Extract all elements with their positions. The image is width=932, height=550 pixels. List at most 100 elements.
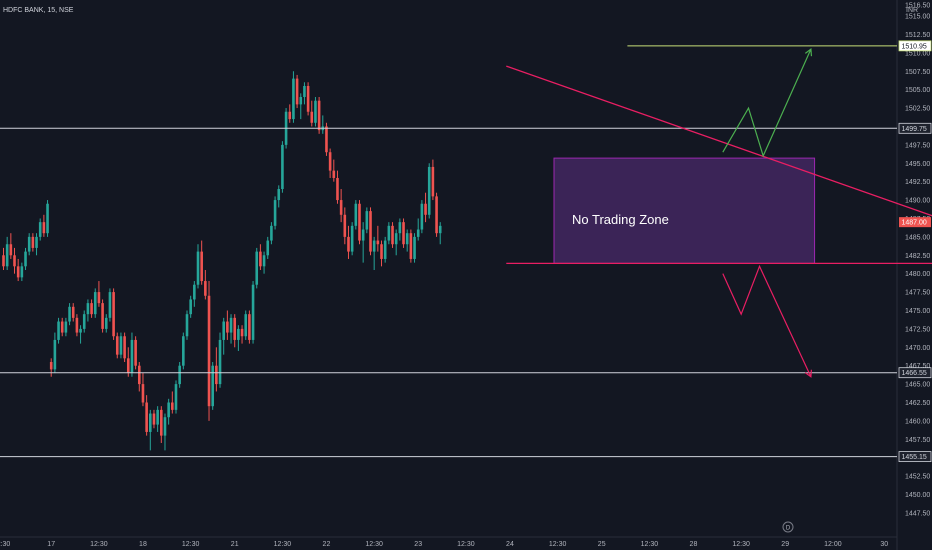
no-trading-zone-label: No Trading Zone: [572, 212, 669, 227]
candle-body: [273, 200, 277, 226]
candle-body: [358, 203, 361, 241]
y-tick-label: 1457.50: [905, 437, 930, 444]
candle-body: [200, 251, 203, 282]
x-tick-label: 12:30: [732, 541, 750, 548]
candle-body: [266, 240, 270, 256]
candle-body: [240, 328, 244, 337]
y-tick-label: 1462.50: [905, 400, 930, 407]
y-tick-label: 1515.00: [905, 14, 930, 21]
x-tick-label: 2:30: [0, 541, 10, 548]
y-tick-label: 1460.00: [905, 418, 930, 425]
candle-body: [64, 321, 68, 333]
candle-body: [424, 203, 427, 215]
x-tick-label: 28: [690, 541, 698, 548]
price-line-tag: [898, 40, 932, 52]
candle-body: [97, 292, 101, 304]
candle-body: [336, 177, 339, 201]
x-tick-label: 23: [414, 541, 422, 548]
candle-body: [126, 358, 130, 374]
y-tick-label: 1505.00: [905, 87, 930, 94]
candle-body: [5, 244, 9, 267]
price-line-tag-label: 1510.95: [902, 43, 927, 50]
y-tick-label: 1465.00: [905, 382, 930, 389]
candle-body: [42, 222, 46, 234]
x-tick-label: 18: [139, 541, 147, 548]
y-tick-label: 1507.50: [905, 69, 930, 76]
candle-body: [171, 402, 174, 410]
candle-body: [145, 402, 148, 432]
horizontal-price-lines[interactable]: [0, 45, 897, 458]
drawings[interactable]: [506, 48, 932, 378]
y-tick-label: 1502.50: [905, 106, 930, 113]
candle-body: [361, 229, 365, 241]
x-tick-label: 12:30: [182, 541, 200, 548]
candle-body: [93, 292, 97, 315]
candle-body: [57, 321, 60, 340]
candle-body: [130, 339, 134, 374]
x-tick-label: 17: [47, 541, 55, 548]
candle-body: [398, 222, 402, 234]
price-line-tag: [898, 367, 932, 379]
candle-body: [46, 203, 49, 234]
candle-body: [167, 402, 170, 418]
candle-body: [60, 321, 64, 333]
price-axis[interactable]: 1447.501450.001452.501455.001457.501460.…: [898, 3, 932, 518]
candle-body: [185, 314, 189, 337]
candle-body: [380, 244, 383, 259]
candle-body: [149, 413, 152, 432]
candle-body: [438, 225, 442, 234]
candle-body: [226, 321, 229, 333]
y-tick-label: 1492.50: [905, 179, 930, 186]
x-tick-label: 12:30: [641, 541, 659, 548]
bullish-arrow-head: [804, 48, 813, 57]
candle-body: [196, 251, 200, 285]
candle-body: [387, 225, 391, 241]
tv-logo-icon[interactable]: D: [782, 521, 794, 533]
candle-body: [134, 339, 137, 366]
candle-body: [383, 240, 387, 259]
triangle-upper-line[interactable]: [506, 65, 932, 263]
candle-body: [391, 225, 394, 245]
candle-body: [420, 203, 424, 230]
candle-body: [413, 236, 416, 259]
candle-body: [292, 78, 295, 120]
bullish-arrow[interactable]: [722, 48, 812, 158]
bearish-arrow-head: [804, 369, 812, 378]
candle-body: [108, 292, 112, 318]
candle-body: [270, 225, 273, 241]
bearish-arrow[interactable]: [722, 264, 812, 377]
x-tick-label: 12:30: [90, 541, 108, 548]
candle-body: [160, 409, 163, 436]
y-tick-label: 1480.00: [905, 271, 930, 278]
price-line-tag: [898, 122, 932, 134]
candle-body: [2, 255, 5, 267]
candle-body: [9, 244, 13, 256]
candle-body: [244, 314, 248, 337]
candle-body: [163, 417, 167, 436]
x-tick-label: 21: [231, 541, 239, 548]
tv-logo-glyph: D: [786, 526, 791, 532]
y-tick-label: 1497.50: [905, 142, 930, 149]
candle-body: [310, 111, 314, 123]
zone-rect[interactable]: [553, 157, 816, 264]
candle-body: [141, 384, 145, 403]
candle-body: [347, 236, 350, 252]
candle-body: [288, 111, 292, 120]
candle-body: [79, 328, 82, 333]
y-tick-label: 1477.50: [905, 290, 930, 297]
candle-body: [248, 314, 251, 340]
candle-body: [295, 78, 299, 105]
time-axis[interactable]: 2:30 17 12:30 18 12:30 21 12:30 22 12:30 23 12:30 2…: [0, 541, 888, 548]
price-line-tag-label: 1455.15: [902, 454, 927, 461]
candle-body: [281, 144, 284, 190]
candle-body: [372, 240, 376, 252]
x-tick-label: 25: [598, 541, 606, 548]
y-tick-label: 1450.00: [905, 492, 930, 499]
candle-body: [178, 365, 181, 385]
no-trading-zone-box[interactable]: [553, 157, 816, 264]
candle-body: [394, 233, 398, 245]
x-tick-label: 12:30: [274, 541, 292, 548]
y-tick-label: 1447.50: [905, 510, 930, 517]
